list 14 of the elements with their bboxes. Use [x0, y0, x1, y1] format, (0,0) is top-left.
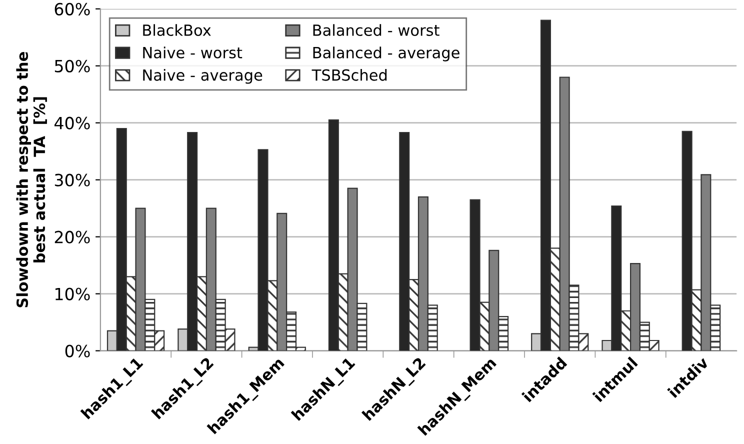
- y-tick-label: 20%: [54, 230, 90, 244]
- legend-label: Balanced - average: [313, 46, 460, 62]
- y-axis-title: Slowdown with respect to the best actual TA [%]: [16, 52, 47, 308]
- legend-label: Naive - worst: [143, 46, 242, 58]
- legend-label: Naive - average: [143, 69, 262, 84]
- legend-label: TSBSched: [312, 69, 387, 81]
- y-tick-label: 50%: [54, 60, 90, 72]
- y-tick-label: 30%: [54, 174, 90, 186]
- y-tick-label: 40%: [54, 116, 90, 130]
- legend-label: BlackBox: [143, 24, 211, 36]
- y-tick-label: 60%: [54, 2, 90, 16]
- legend-label: Balanced - worst: [313, 24, 440, 36]
- y-tick-label: 10%: [56, 288, 90, 300]
- y-tick-label: 0%: [65, 344, 90, 358]
